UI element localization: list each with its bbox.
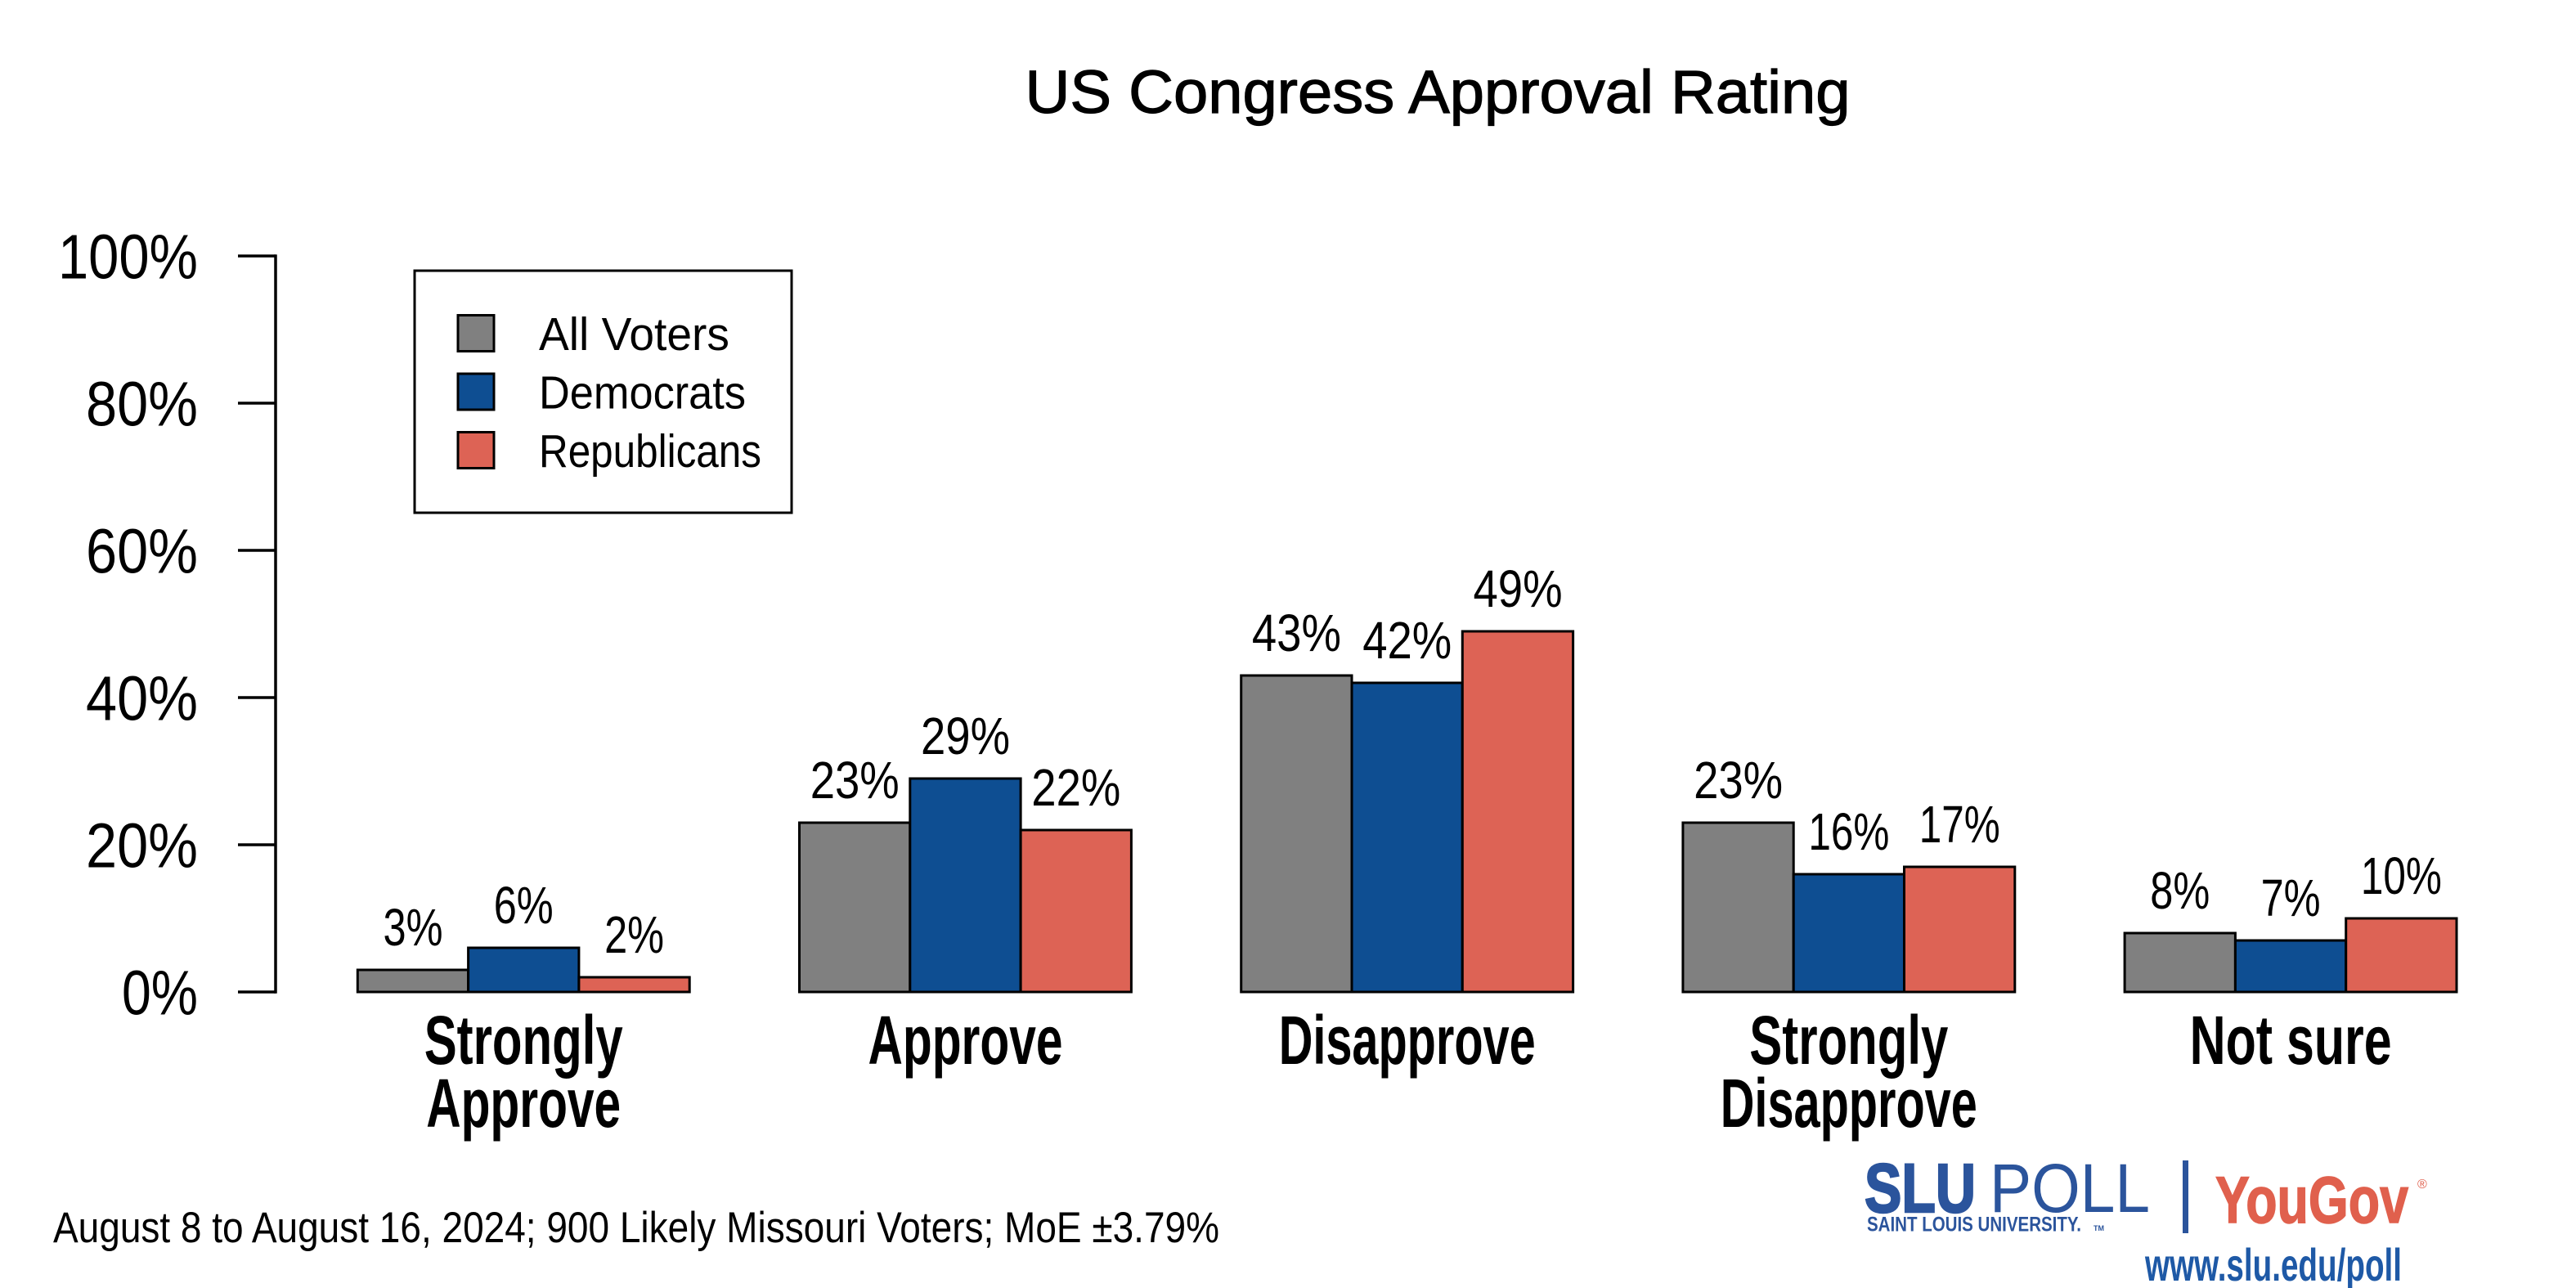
svg-text:43%: 43% bbox=[1252, 604, 1341, 662]
svg-text:Disapprove: Disapprove bbox=[1721, 1065, 1977, 1142]
svg-text:40%: 40% bbox=[86, 664, 198, 734]
svg-text:www.slu.edu/poll: www.slu.edu/poll bbox=[2144, 1239, 2402, 1288]
svg-text:Republicans: Republicans bbox=[539, 425, 761, 478]
svg-text:80%: 80% bbox=[86, 370, 198, 440]
svg-text:YouGov: YouGov bbox=[2215, 1164, 2408, 1237]
svg-text:20%: 20% bbox=[86, 811, 198, 882]
svg-text:Disapprove: Disapprove bbox=[1279, 1002, 1536, 1079]
svg-text:All Voters: All Voters bbox=[539, 308, 729, 361]
svg-text:0%: 0% bbox=[122, 958, 198, 1029]
svg-text:Strongly: Strongly bbox=[1749, 1002, 1948, 1079]
svg-text:3%: 3% bbox=[384, 898, 443, 957]
svg-text:6%: 6% bbox=[494, 876, 554, 935]
svg-text:SAINT LOUIS UNIVERSITY.: SAINT LOUIS UNIVERSITY. bbox=[1867, 1214, 2081, 1236]
svg-text:Democrats: Democrats bbox=[539, 367, 746, 420]
svg-text:2%: 2% bbox=[604, 905, 664, 964]
svg-text:Approve: Approve bbox=[426, 1065, 621, 1142]
svg-text:®: ® bbox=[2417, 1178, 2427, 1192]
svg-text:10%: 10% bbox=[2361, 846, 2442, 905]
svg-text:SLU: SLU bbox=[1865, 1150, 1976, 1227]
svg-text:49%: 49% bbox=[1474, 559, 1563, 618]
svg-text:US Congress Approval Rating: US Congress Approval Rating bbox=[1025, 58, 1851, 126]
svg-text:7%: 7% bbox=[2261, 868, 2321, 927]
svg-text:60%: 60% bbox=[86, 517, 198, 587]
svg-text:23%: 23% bbox=[810, 751, 900, 810]
svg-text:TM: TM bbox=[2094, 1224, 2104, 1232]
svg-text:Approve: Approve bbox=[868, 1002, 1063, 1079]
svg-text:August 8 to August 16, 2024; 9: August 8 to August 16, 2024; 900 Likely … bbox=[53, 1204, 1219, 1252]
svg-text:42%: 42% bbox=[1362, 611, 1452, 670]
svg-text:17%: 17% bbox=[1919, 795, 2000, 854]
svg-text:22%: 22% bbox=[1031, 758, 1120, 817]
svg-text:100%: 100% bbox=[58, 222, 198, 293]
svg-text:Strongly: Strongly bbox=[424, 1002, 623, 1079]
svg-text:Not sure: Not sure bbox=[2190, 1002, 2392, 1079]
svg-text:16%: 16% bbox=[1808, 802, 1889, 861]
svg-text:29%: 29% bbox=[921, 707, 1010, 765]
svg-text:POLL: POLL bbox=[1990, 1150, 2150, 1227]
svg-text:8%: 8% bbox=[2150, 861, 2210, 920]
svg-text:23%: 23% bbox=[1694, 751, 1783, 810]
